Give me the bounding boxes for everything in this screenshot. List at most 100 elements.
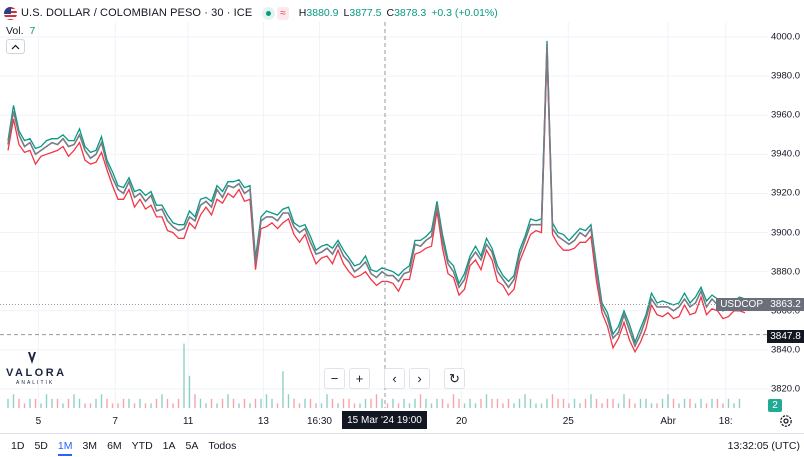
volume-bar	[183, 343, 185, 408]
ohlc-high: H3880.9	[298, 7, 339, 19]
scroll-right-button[interactable]: ›	[409, 368, 430, 389]
volume-bar	[601, 403, 603, 408]
x-tick-label: 11	[182, 416, 194, 427]
zoom-out-button[interactable]: −	[324, 368, 345, 389]
symbol-title[interactable]: U.S. DOLLAR / COLOMBIAN PESO · 30 · ICE	[21, 7, 253, 19]
volume-bar	[161, 394, 163, 408]
volume-bar	[348, 398, 350, 408]
volume-bar	[100, 394, 103, 408]
chart-area[interactable]: U.S. DOLLAR / COLOMBIAN PESO · 30 · ICE …	[0, 0, 804, 433]
x-tick-label: 20	[456, 416, 468, 427]
volume-bar	[194, 394, 196, 408]
volume-bar	[562, 398, 565, 408]
volume-bar	[397, 403, 400, 408]
volume-bar	[249, 403, 251, 408]
volume-bar	[166, 398, 169, 408]
volume-bar	[106, 398, 108, 408]
volume-bar	[89, 403, 92, 408]
range-button-ytd[interactable]: YTD	[131, 439, 153, 452]
volume-bar	[188, 375, 191, 408]
volume-bar	[419, 394, 422, 408]
y-tick-label: 3980.0	[770, 70, 800, 82]
volume-bar	[612, 398, 614, 408]
volume-bar	[606, 398, 609, 408]
volume-bar	[639, 398, 642, 408]
volume-bar	[469, 398, 471, 408]
volume-bar	[128, 398, 130, 408]
volume-bar	[590, 394, 592, 408]
volume-bar	[177, 398, 180, 408]
volume-bar	[584, 398, 587, 408]
volume-bar	[480, 398, 482, 408]
volume-bar	[18, 398, 20, 408]
range-button-5a[interactable]: 5A	[185, 439, 199, 452]
volume-bar	[700, 398, 702, 408]
volume-bar	[529, 398, 532, 408]
volume-bar	[408, 403, 411, 408]
volume-bar	[540, 403, 543, 408]
y-tick-label: 3840.0	[770, 344, 800, 356]
volume-bar	[458, 398, 460, 408]
volume-bar	[84, 403, 86, 408]
volume-bar	[513, 403, 515, 408]
range-button-3m[interactable]: 3M	[82, 439, 98, 452]
delayed-data-badge[interactable]: ≈	[277, 6, 289, 20]
volume-bar	[315, 403, 317, 408]
volume-value-badge: 2	[768, 399, 782, 412]
y-tick-label: 3960.0	[770, 109, 800, 121]
reset-chart-button[interactable]: ↻	[444, 368, 465, 389]
range-button-6m[interactable]: 6M	[107, 439, 122, 452]
collapse-legend-button[interactable]	[6, 39, 25, 54]
volume-bar	[403, 398, 405, 408]
utc-clock[interactable]: 13:32:05 (UTC)	[727, 440, 800, 452]
volume-bar	[425, 398, 427, 408]
logo-mark-icon	[28, 352, 36, 364]
volume-bar	[260, 398, 262, 408]
volume-bar	[683, 398, 686, 408]
volume-bar	[62, 403, 64, 408]
x-tick-label: 16:30	[306, 416, 332, 427]
volume-bar	[667, 394, 669, 408]
volume-bar	[304, 398, 306, 408]
price-chart[interactable]	[0, 0, 804, 433]
volume-bar	[56, 398, 59, 408]
volume-bar	[705, 403, 708, 408]
range-button-1m[interactable]: 1M	[53, 436, 78, 456]
time-range-toolbar: 1D 5D 1M 3M 6M YTD 1A 5A Todos 13:32:05 (UTC)	[0, 433, 804, 457]
market-open-icon[interactable]	[262, 6, 276, 20]
volume-bar	[694, 403, 697, 408]
volume-bar	[551, 394, 554, 408]
volume-bar	[7, 398, 9, 408]
us-flag-icon	[4, 6, 17, 20]
volume-bar	[271, 398, 273, 408]
volume-bar	[463, 403, 466, 408]
volume-bar	[45, 394, 48, 408]
chevron-up-icon	[11, 44, 20, 49]
range-button-5d[interactable]: 5D	[34, 439, 48, 452]
volume-bar	[221, 398, 224, 408]
volume-bar	[502, 403, 504, 408]
volume-bar	[254, 398, 257, 408]
range-button-1d[interactable]: 1D	[11, 439, 25, 452]
zoom-in-button[interactable]: +	[349, 368, 370, 389]
range-button-1a[interactable]: 1A	[162, 439, 176, 452]
settings-gear-icon[interactable]	[778, 413, 794, 429]
volume-bar	[535, 403, 537, 408]
volume-bar	[711, 398, 713, 408]
volume-bar	[139, 398, 141, 408]
logo-subtitle: ANALITIK	[16, 380, 55, 386]
volume-bar	[331, 398, 334, 408]
volume-bar	[337, 403, 339, 408]
volume-bar	[227, 394, 229, 408]
volume-bar	[634, 403, 636, 408]
chart-navigation: − + ‹ › ↻	[324, 368, 465, 389]
volume-bar	[491, 398, 493, 408]
volume-bar	[452, 394, 455, 408]
x-tick-label: 7	[112, 416, 118, 427]
scroll-left-button[interactable]: ‹	[384, 368, 405, 389]
y-tick-label: 3900.0	[770, 227, 800, 239]
range-button-todos[interactable]: Todos	[208, 439, 237, 452]
volume-bar	[579, 403, 581, 408]
volume-bar	[78, 398, 81, 408]
ohlc-close: C3878.3	[386, 7, 427, 19]
